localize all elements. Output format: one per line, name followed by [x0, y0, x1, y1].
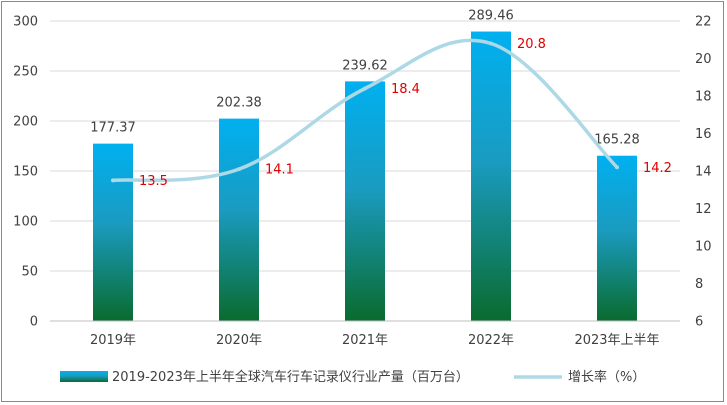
left-axis: 0 50 100 150 200 250 300 — [13, 15, 38, 330]
left-tick-label: 150 — [13, 165, 38, 180]
left-tick-label: 50 — [21, 265, 38, 280]
right-tick-label: 6 — [695, 315, 703, 330]
left-tick-label: 0 — [30, 315, 38, 330]
bar-value-label: 289.46 — [468, 9, 514, 24]
bar-value-label: 239.62 — [342, 58, 388, 73]
x-axis: 2019年 2020年 2021年 2022年 2023年上半年 — [50, 320, 680, 348]
legend-line-label: 增长率（%） — [568, 369, 645, 385]
rate-point — [363, 86, 367, 91]
left-tick-label: 200 — [13, 115, 38, 130]
bar-value-label: 202.38 — [216, 96, 262, 111]
right-axis: 6 8 10 12 14 16 18 20 22 — [695, 15, 712, 330]
category-label: 2020年 — [216, 333, 262, 348]
bar — [93, 143, 133, 321]
rate-point — [111, 178, 115, 183]
left-tick-label: 300 — [13, 15, 38, 30]
bar — [219, 118, 259, 322]
legend: 2019-2023年上半年全球汽车行车记录仪行业产量（百万台） 增长率（%） — [60, 369, 645, 385]
right-tick-label: 16 — [695, 127, 712, 142]
bar-value-label: 177.37 — [90, 121, 136, 136]
rate-value-label: 14.2 — [643, 161, 672, 176]
rate-value-label: 13.5 — [139, 174, 168, 189]
bar-series: 177.37 202.38 239.62 289.46 165.28 — [90, 9, 640, 322]
bar — [597, 155, 637, 321]
rate-point — [489, 41, 493, 46]
rate-point — [237, 167, 241, 172]
right-tick-label: 12 — [695, 202, 712, 217]
bar-value-label: 165.28 — [594, 133, 640, 148]
right-tick-label: 20 — [695, 52, 712, 67]
legend-bar-label: 2019-2023年上半年全球汽车行车记录仪行业产量（百万台） — [112, 369, 469, 385]
rate-value-label: 14.1 — [265, 163, 294, 178]
category-label: 2023年上半年 — [574, 333, 659, 348]
right-tick-label: 22 — [695, 15, 712, 30]
right-tick-label: 8 — [695, 277, 703, 292]
category-label: 2022年 — [468, 333, 514, 348]
left-tick-label: 100 — [13, 215, 38, 230]
bar — [345, 81, 385, 321]
line-series: 13.5 14.1 18.4 20.8 14.2 — [111, 37, 672, 189]
rate-point — [615, 165, 619, 170]
rate-value-label: 18.4 — [391, 82, 420, 97]
right-tick-label: 14 — [695, 165, 712, 180]
rate-value-label: 20.8 — [517, 37, 546, 52]
category-label: 2019年 — [90, 333, 136, 348]
right-tick-label: 10 — [695, 240, 712, 255]
legend-bar-swatch — [60, 371, 108, 382]
left-tick-label: 250 — [13, 65, 38, 80]
bar — [471, 31, 511, 321]
category-label: 2021年 — [342, 333, 388, 348]
right-tick-label: 18 — [695, 90, 712, 105]
